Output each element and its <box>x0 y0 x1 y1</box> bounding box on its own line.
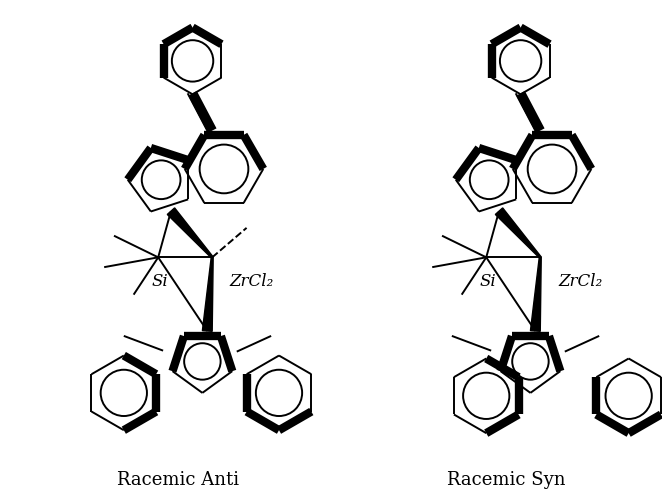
Text: Si: Si <box>152 273 168 290</box>
Text: Racemic Anti: Racemic Anti <box>117 471 239 490</box>
Text: Si: Si <box>480 273 496 290</box>
Polygon shape <box>202 257 213 331</box>
Text: ZrCl₂: ZrCl₂ <box>230 273 274 290</box>
Text: Racemic Syn: Racemic Syn <box>447 471 565 490</box>
Polygon shape <box>530 257 541 331</box>
Polygon shape <box>496 208 541 258</box>
Polygon shape <box>167 208 213 258</box>
Text: ZrCl₂: ZrCl₂ <box>558 273 602 290</box>
